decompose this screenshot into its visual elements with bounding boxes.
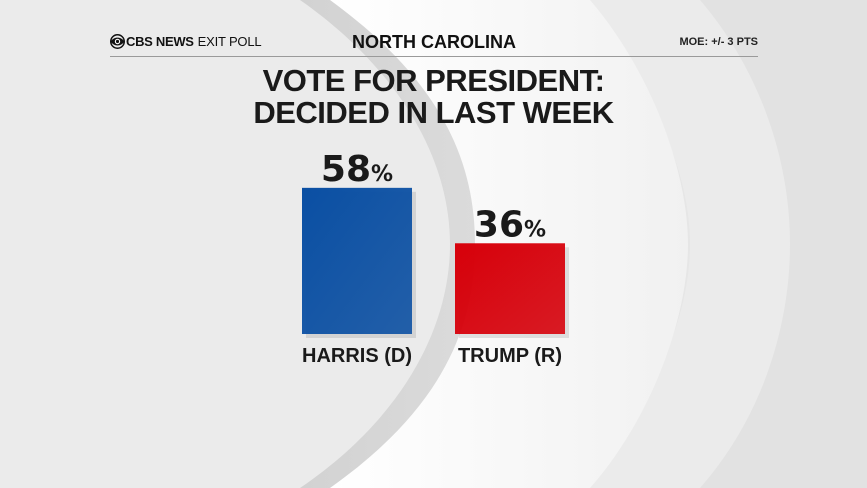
cbs-eye-icon xyxy=(110,34,125,49)
state-name: NORTH CAROLINA xyxy=(352,32,516,52)
brand-subtitle: EXIT POLL xyxy=(197,34,262,49)
chart-title: VOTE FOR PRESIDENT: DECIDED IN LAST WEEK xyxy=(0,65,867,129)
bar-harris xyxy=(302,187,412,334)
brand-name: CBS NEWS xyxy=(126,34,194,49)
header-divider xyxy=(110,56,758,57)
category-label: HARRIS (D) xyxy=(302,345,412,367)
cbs-news-exit-poll-logo: CBS NEWS EXIT POLL xyxy=(110,34,262,49)
value-label: 58% xyxy=(321,149,393,190)
title-line-1: VOTE FOR PRESIDENT: xyxy=(262,63,605,98)
value-label: 36% xyxy=(474,204,546,245)
category-label: TRUMP (R) xyxy=(458,345,562,367)
bar-trump xyxy=(455,243,565,334)
title-line-2: DECIDED IN LAST WEEK xyxy=(253,95,614,130)
margin-of-error: MOE: +/- 3 PTS xyxy=(679,36,758,48)
header-bar: CBS NEWS EXIT POLL NORTH CAROLINA MOE: +… xyxy=(110,32,758,57)
